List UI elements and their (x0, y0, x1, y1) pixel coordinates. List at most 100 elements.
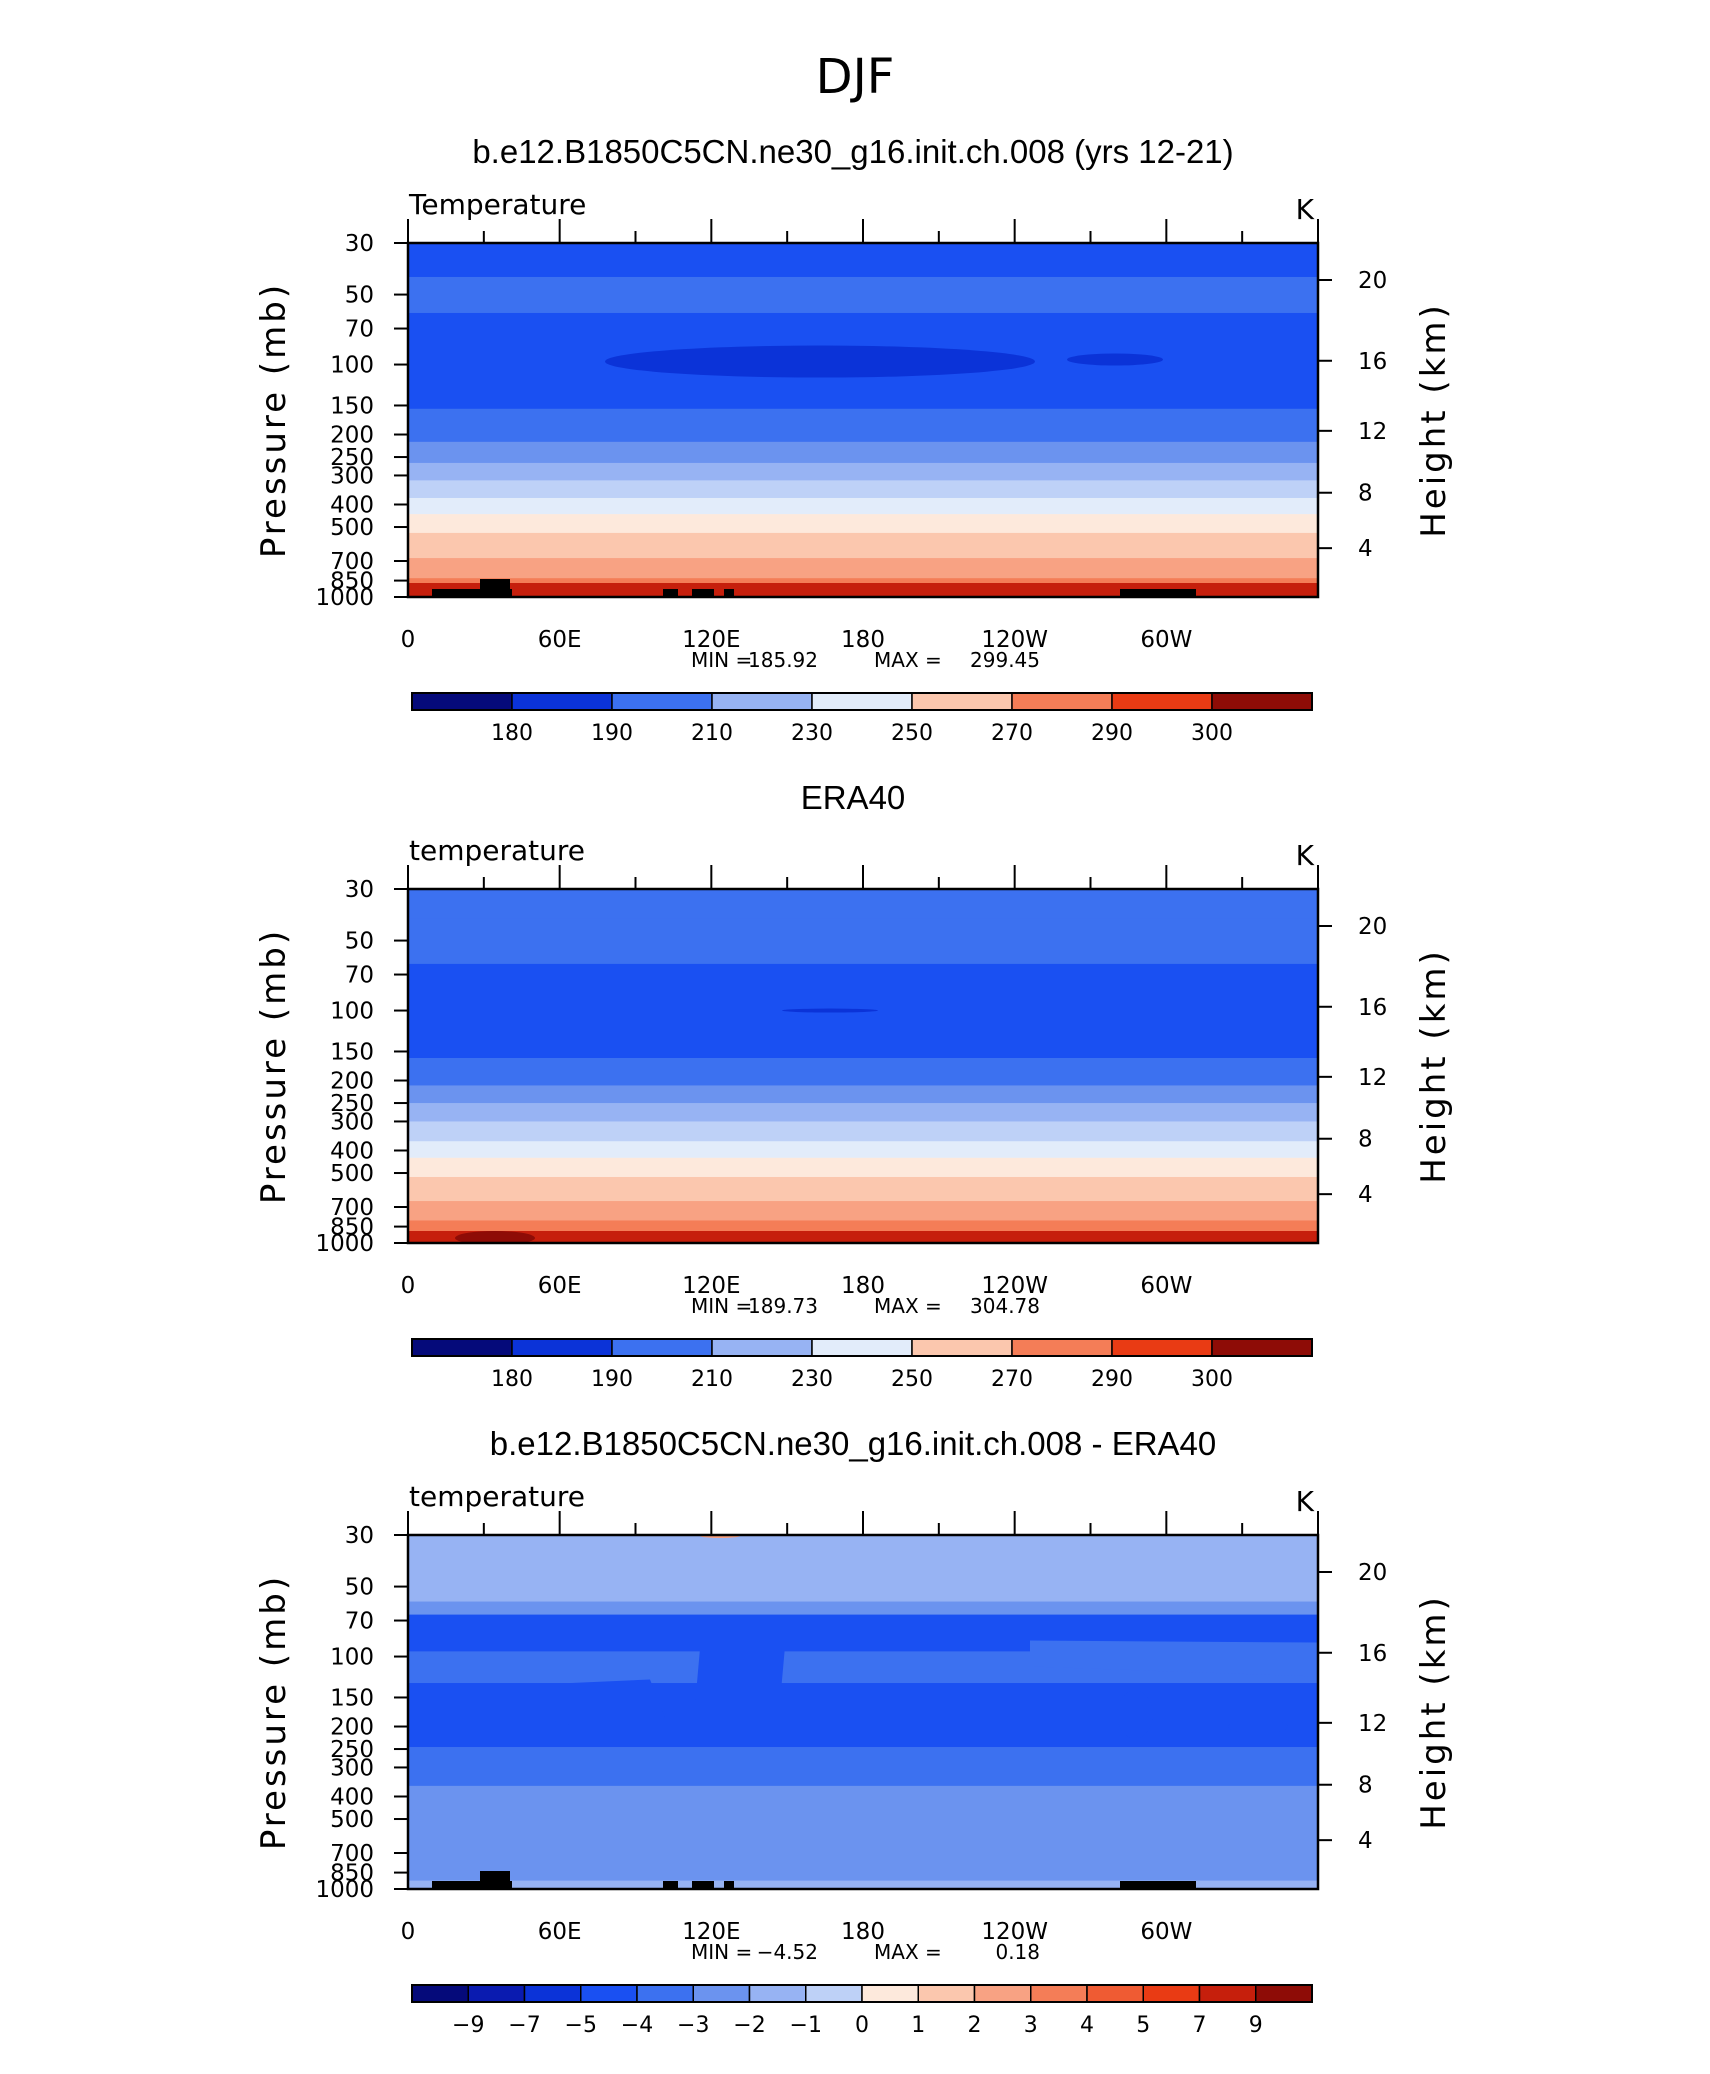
contour-band (408, 243, 1318, 278)
y-tick-label: 300 (330, 1755, 374, 1781)
colorbar: 180 190 210 230 250 270 290 300 (411, 1338, 1313, 1392)
colorbar-frame (411, 692, 1313, 711)
colorbar-label: 290 (1091, 721, 1133, 746)
anomaly-region (555, 1679, 665, 1726)
cold-core (605, 345, 1035, 378)
max-label: MAX = (874, 1294, 942, 1318)
colorbar-label: 230 (791, 721, 833, 746)
y2-tick-label: 20 (1358, 268, 1387, 294)
y-tick-label: 850 (330, 1861, 374, 1887)
y-tick-label: 500 (330, 1161, 374, 1187)
contour-band (408, 391, 1318, 410)
y-tick-label: 200 (330, 423, 374, 449)
x-tick-label: 60W (1140, 1273, 1192, 1299)
colorbar-label: −2 (733, 2013, 765, 2038)
max-value: 0.18 (995, 1940, 1040, 1964)
contour-band (408, 1057, 1318, 1086)
min-label: MIN = (691, 1294, 752, 1318)
y-tick-label: 700 (330, 549, 374, 575)
colorbar-swatch (1211, 692, 1313, 711)
colorbar-frame (411, 1338, 1313, 1357)
panel-title: b.e12.B1850C5CN.ne30_g16.init.ch.008 - E… (490, 1425, 1217, 1462)
contour-band (408, 1880, 1318, 1889)
contour-band (408, 514, 1318, 534)
colorbar-label: 7 (1193, 2013, 1207, 2038)
colorbar-swatch (411, 692, 513, 711)
colorbar-swatch (692, 1984, 751, 2003)
y2-tick-label: 12 (1358, 1711, 1387, 1737)
figure-title: DJF (816, 49, 895, 105)
y-tick-label: 700 (330, 1841, 374, 1867)
colorbar-label: −1 (790, 2013, 822, 2038)
colorbar-swatch (911, 1338, 1013, 1357)
topography-mask (724, 1881, 734, 1889)
y2-tick-label: 16 (1358, 1641, 1387, 1667)
colorbar-swatch (411, 1338, 513, 1357)
colorbar-label: 2 (968, 2013, 982, 2038)
contour-band (408, 558, 1318, 579)
colorbar-swatch (973, 1984, 1032, 2003)
contour-band (408, 1085, 1318, 1104)
y2-tick-label: 16 (1358, 349, 1387, 375)
y2-tick-label: 16 (1358, 995, 1387, 1021)
y2-axis-label: Height (km) (1414, 302, 1454, 538)
x-tick-label: 120W (981, 627, 1048, 653)
contour-band (408, 918, 1318, 965)
y-tick-label: 50 (345, 929, 374, 955)
y-tick-label: 850 (330, 1215, 374, 1241)
x-tick-label: 120W (981, 1273, 1048, 1299)
colorbar-label: 210 (691, 1367, 733, 1392)
y-axis-label: Pressure (mb) (254, 928, 294, 1204)
topography-mask (663, 1881, 678, 1889)
colorbar-label: 290 (1091, 1367, 1133, 1392)
colorbar-label: 300 (1191, 1367, 1233, 1392)
contour-band (408, 1141, 1318, 1159)
colorbar-swatch (911, 692, 1013, 711)
x-tick-label: 120E (682, 1273, 740, 1299)
contour-band (408, 1535, 1318, 1603)
contour-band (408, 1747, 1318, 1787)
y-tick-label: 50 (345, 283, 374, 309)
contour-band (408, 480, 1318, 499)
colorbar-swatch (711, 1338, 813, 1357)
colorbar-label: 270 (991, 1367, 1033, 1392)
contour-band (408, 1785, 1318, 1882)
y2-tick-label: 20 (1358, 1560, 1387, 1586)
colorbar-swatch (1111, 1338, 1213, 1357)
y-tick-label: 150 (330, 393, 374, 419)
y2-tick-label: 4 (1358, 1182, 1373, 1208)
colorbar-swatch (511, 1338, 613, 1357)
colorbar-swatch (1255, 1984, 1313, 2003)
x-tick-label: 180 (841, 1919, 885, 1945)
colorbar-swatch (1030, 1984, 1088, 2003)
y-tick-label: 70 (345, 963, 374, 989)
min-value: −4.52 (757, 1940, 818, 1964)
x-tick-label: 60W (1140, 627, 1192, 653)
contour-band (408, 1683, 1318, 1748)
variable-label: temperature (409, 834, 585, 867)
y-tick-label: 1000 (315, 585, 374, 611)
y-tick-label: 50 (345, 1575, 374, 1601)
contour-band (408, 1601, 1318, 1616)
y-tick-label: 70 (345, 317, 374, 343)
colorbar-swatch (511, 692, 613, 711)
colorbar-label: 230 (791, 1367, 833, 1392)
contour-band (408, 276, 1318, 314)
colorbar-label: 250 (891, 1367, 933, 1392)
warm-core (455, 1231, 535, 1243)
y2-tick-label: 4 (1358, 536, 1373, 562)
y-tick-label: 1000 (315, 1877, 374, 1903)
max-value: 299.45 (970, 648, 1040, 672)
y-axis-label: Pressure (mb) (254, 282, 294, 558)
topography-mask (500, 589, 512, 597)
colorbar-swatch (861, 1984, 919, 2003)
y2-tick-label: 8 (1358, 1127, 1373, 1153)
y-tick-label: 300 (330, 1109, 374, 1135)
contour-band (408, 408, 1318, 443)
max-label: MAX = (874, 648, 942, 672)
colorbar-swatch (467, 1984, 526, 2003)
colorbar-label: 180 (491, 721, 533, 746)
colorbar: 180 190 210 230 250 270 290 300 (411, 692, 1313, 746)
topography-mask (1120, 1881, 1196, 1889)
colorbar-swatch (1142, 1984, 1201, 2003)
